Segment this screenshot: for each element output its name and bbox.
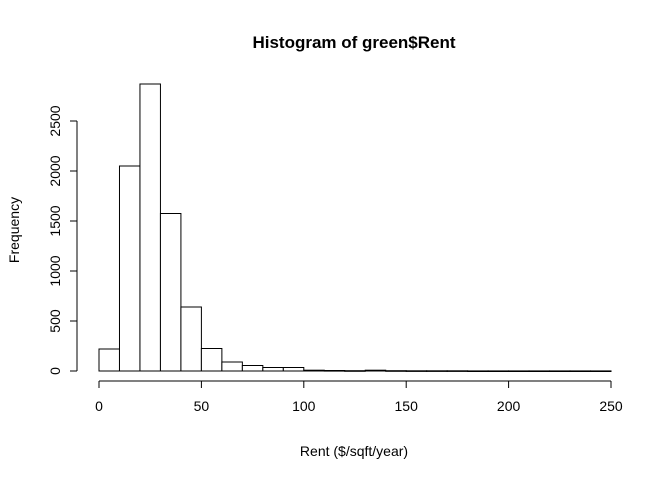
y-tick-label-2000: 2000 bbox=[47, 155, 63, 186]
histogram-bar-23 bbox=[569, 370, 592, 372]
histogram-bar-9 bbox=[282, 367, 305, 372]
histogram-bar-1 bbox=[118, 165, 141, 372]
x-tick-label-250: 250 bbox=[599, 398, 623, 414]
histogram-bar-12 bbox=[344, 370, 366, 372]
histogram-bar-5 bbox=[200, 348, 223, 372]
histogram-bar-20 bbox=[508, 370, 530, 372]
histogram-bar-8 bbox=[262, 367, 284, 372]
y-tick-label-1500: 1500 bbox=[47, 205, 63, 236]
x-tick-label-150: 150 bbox=[395, 398, 419, 414]
histogram-bar-21 bbox=[528, 370, 551, 372]
histogram-bar-17 bbox=[446, 370, 469, 372]
x-tick-label-200: 200 bbox=[497, 398, 521, 414]
histogram-bar-0 bbox=[98, 348, 120, 372]
histogram-bar-11 bbox=[323, 370, 346, 372]
y-axis: 0 500 1000 1500 2000 2500 bbox=[47, 105, 78, 375]
histogram-bar-19 bbox=[487, 370, 510, 372]
histogram-bar-6 bbox=[221, 361, 243, 372]
x-axis: 0 50 100 150 200 250 bbox=[95, 380, 623, 414]
histogram-bar-14 bbox=[385, 370, 407, 372]
y-tick-label-2500: 2500 bbox=[47, 105, 63, 136]
histogram-bar-22 bbox=[549, 370, 571, 372]
chart-title: Histogram of green$Rent bbox=[252, 33, 455, 52]
histogram-bar-13 bbox=[364, 369, 387, 372]
histogram-bar-10 bbox=[303, 369, 325, 372]
y-tick-label-0: 0 bbox=[47, 367, 63, 375]
histogram-bar-2 bbox=[139, 83, 161, 372]
x-axis-label: Rent ($/sqft/year) bbox=[300, 443, 408, 459]
histogram-bar-18 bbox=[467, 370, 489, 372]
histogram-bar-3 bbox=[159, 213, 182, 372]
histogram-bars bbox=[98, 83, 612, 372]
histogram-bar-16 bbox=[426, 370, 448, 372]
y-tick-label-500: 500 bbox=[47, 309, 63, 333]
y-axis-label: Frequency bbox=[6, 197, 22, 263]
histogram-bar-15 bbox=[405, 370, 428, 372]
x-tick-label-100: 100 bbox=[292, 398, 316, 414]
histogram-bar-7 bbox=[241, 365, 264, 372]
x-tick-label-50: 50 bbox=[194, 398, 210, 414]
histogram-bar-24 bbox=[590, 370, 612, 372]
histogram-bar-4 bbox=[180, 306, 202, 372]
y-tick-label-1000: 1000 bbox=[47, 255, 63, 286]
x-tick-label-0: 0 bbox=[95, 398, 103, 414]
